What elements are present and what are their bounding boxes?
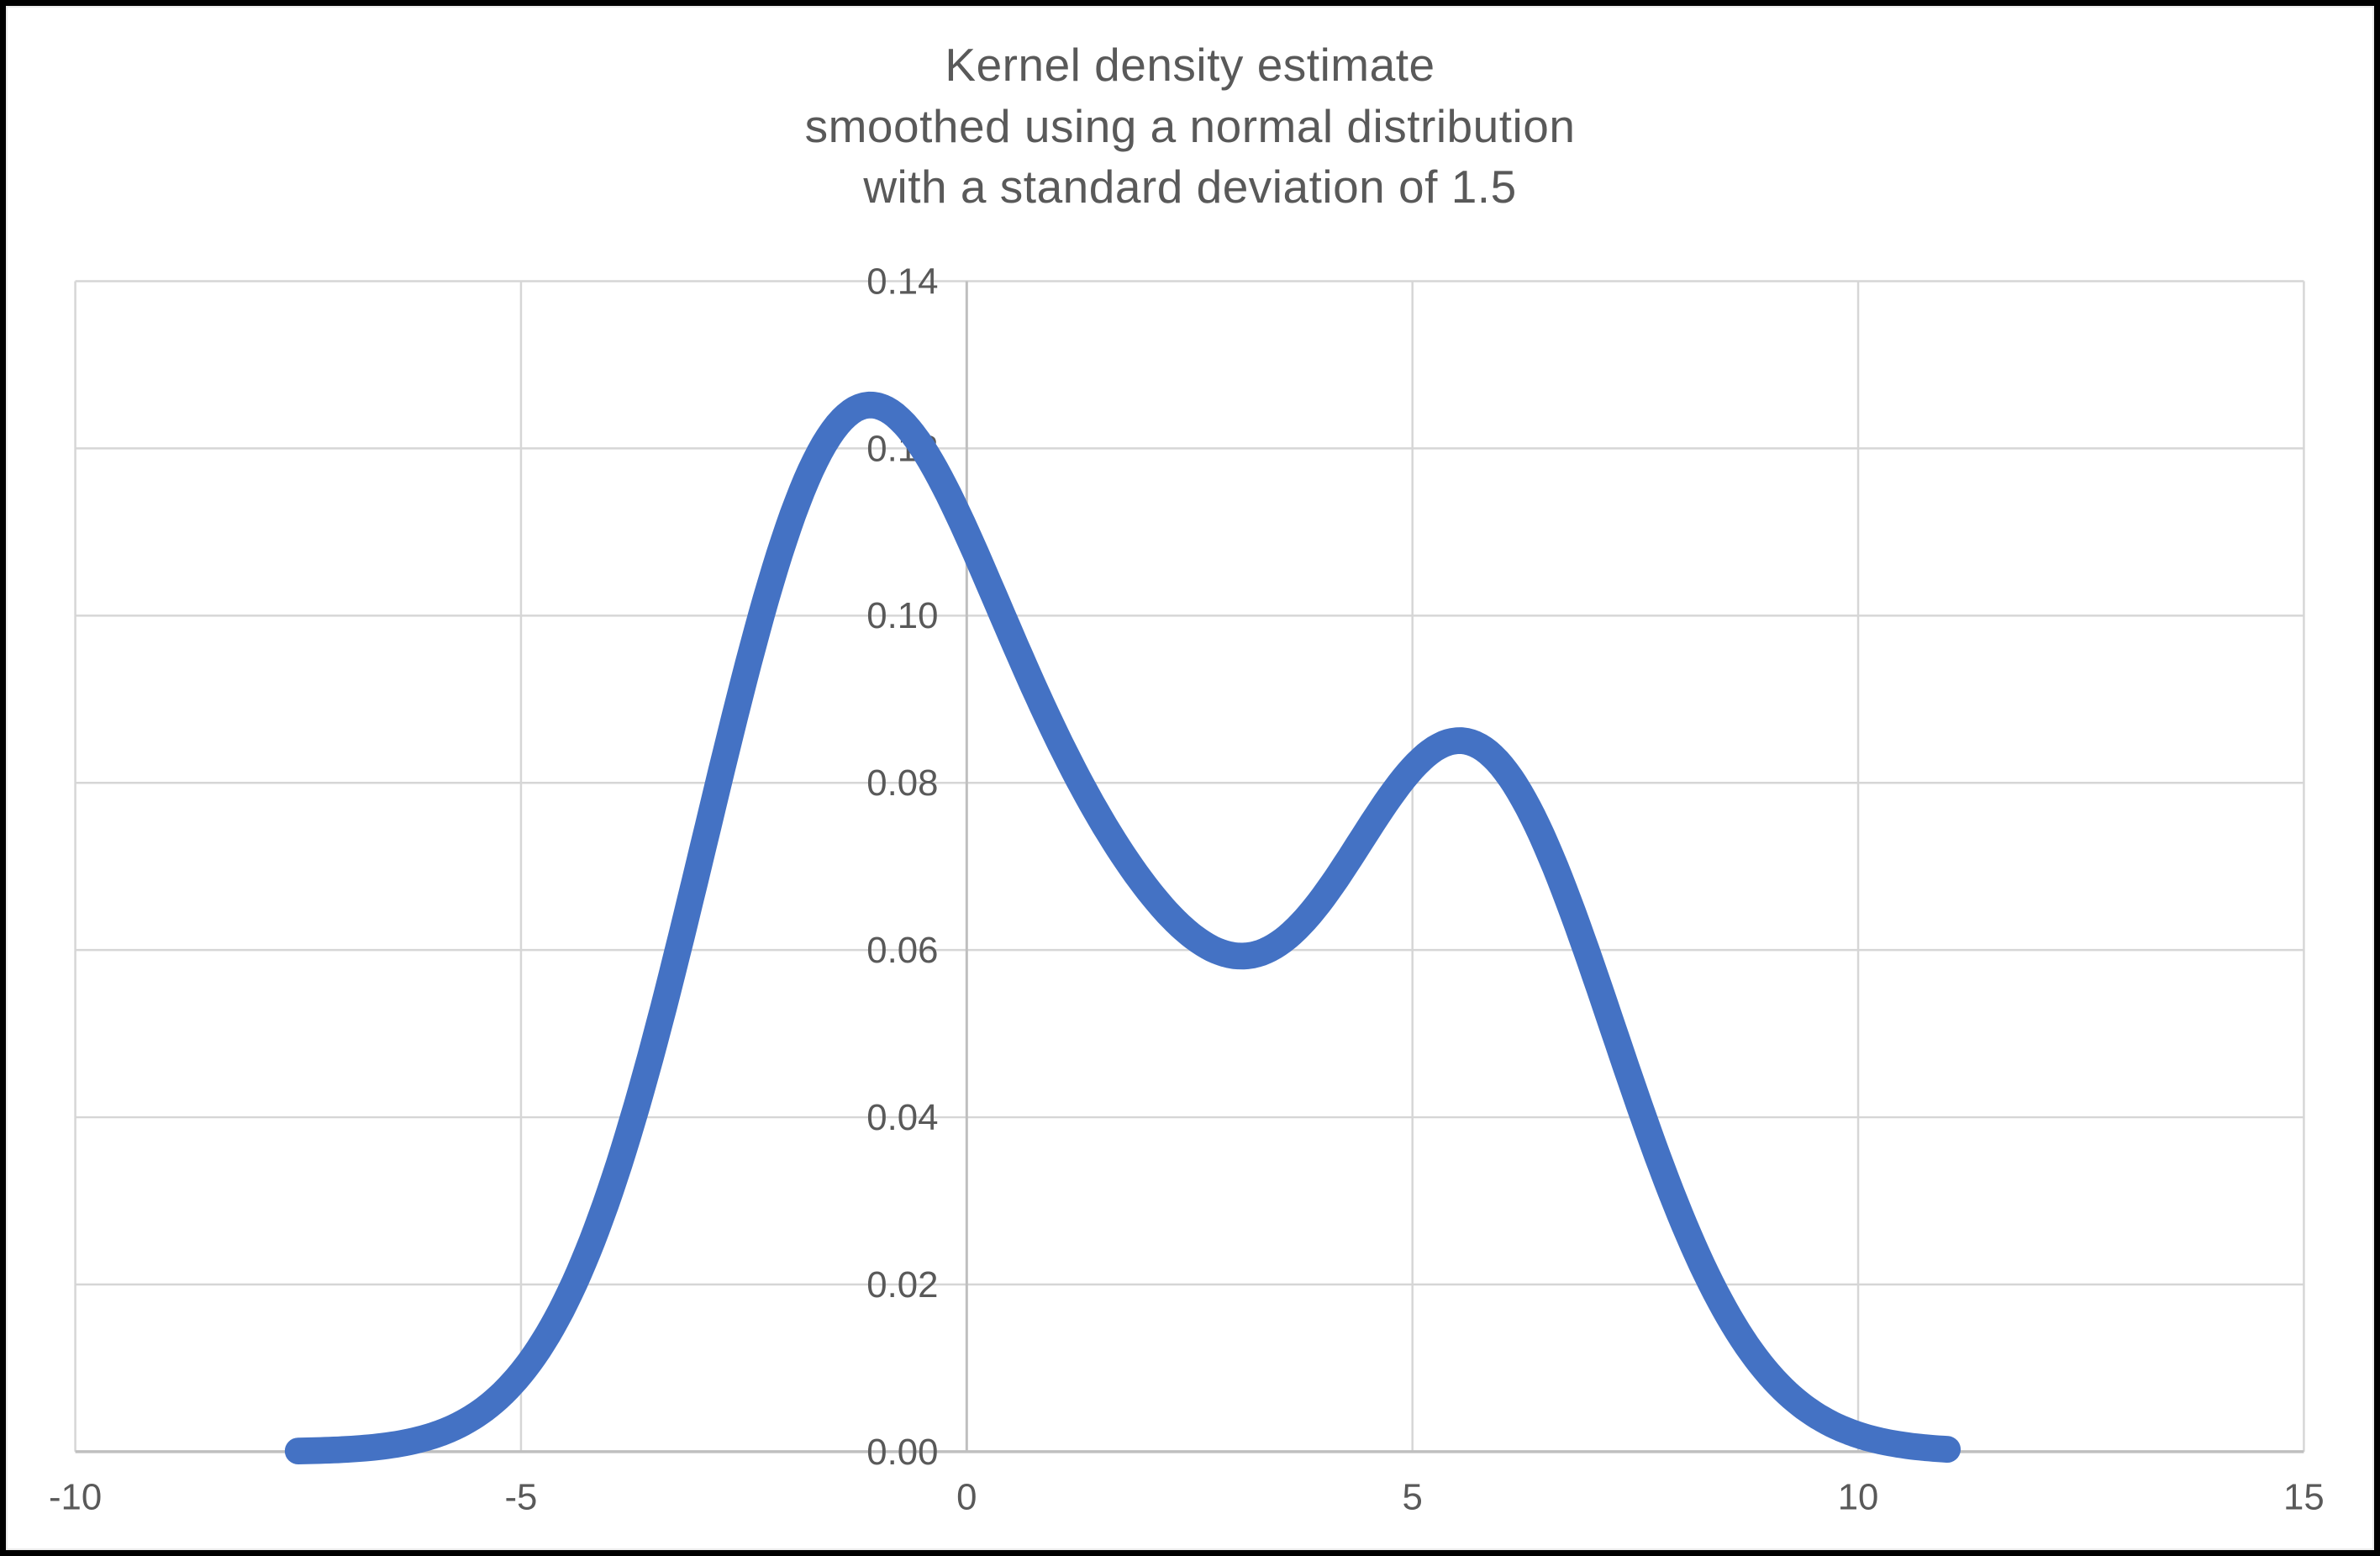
x-tick-label: -5 xyxy=(504,1476,537,1517)
x-tick-label: 15 xyxy=(2283,1476,2325,1517)
y-tick-label: 0.08 xyxy=(866,762,938,804)
kde-chart: 0.000.020.040.060.080.100.120.14-10 -5 0 5 1… xyxy=(49,261,2325,1517)
y-tick-label: 0.14 xyxy=(866,261,938,302)
chart-title: Kernel density estimate smoothed using a… xyxy=(804,39,1576,214)
x-tick-label: 5 xyxy=(1403,1476,1423,1517)
y-tick-label: 0.04 xyxy=(866,1097,938,1138)
y-tick-label: 0.00 xyxy=(866,1432,938,1473)
y-tick-label: 0.10 xyxy=(866,595,938,636)
x-tick-label: -10 xyxy=(49,1476,102,1517)
y-tick-label: 0.06 xyxy=(866,930,938,971)
x-tick-label: 10 xyxy=(1838,1476,1879,1517)
x-tick-label: 0 xyxy=(956,1476,977,1517)
kde-curve xyxy=(284,391,1961,1464)
y-tick-label: 0.02 xyxy=(866,1264,938,1305)
